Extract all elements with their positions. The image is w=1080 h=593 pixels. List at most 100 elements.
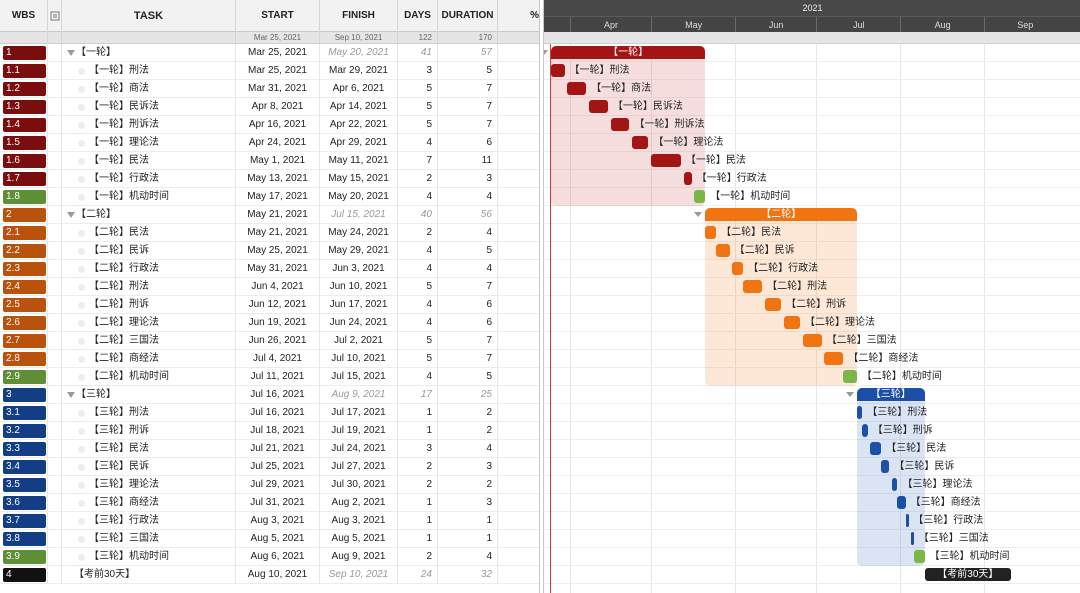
task-days[interactable]: 3 xyxy=(398,440,438,458)
task-duration[interactable]: 7 xyxy=(438,116,498,134)
phase-summary-bar[interactable]: 【二轮】 xyxy=(705,208,857,221)
note-cell[interactable] xyxy=(48,170,62,188)
task-row[interactable]: 3.6 【三轮】商经法 Jul 31, 2021 Aug 2, 2021 1 3 xyxy=(0,494,539,512)
task-cell[interactable]: 【一轮】行政法 xyxy=(62,170,236,188)
note-cell[interactable] xyxy=(48,566,62,584)
task-finish[interactable]: May 24, 2021 xyxy=(320,224,398,242)
task-start[interactable]: May 25, 2021 xyxy=(236,242,320,260)
task-row[interactable]: 1.3 【一轮】民诉法 Apr 8, 2021 Apr 14, 2021 5 7 xyxy=(0,98,539,116)
task-days[interactable]: 2 xyxy=(398,224,438,242)
task-start[interactable]: May 1, 2021 xyxy=(236,152,320,170)
task-bar[interactable] xyxy=(897,496,906,509)
task-finish[interactable]: Jun 3, 2021 xyxy=(320,260,398,278)
collapse-triangle-icon[interactable] xyxy=(544,50,548,55)
task-days[interactable]: 2 xyxy=(398,170,438,188)
task-bar[interactable] xyxy=(764,298,782,311)
task-start[interactable]: Aug 5, 2021 xyxy=(236,530,320,548)
task-row[interactable]: 1.6 【一轮】民法 May 1, 2021 May 11, 2021 7 11 xyxy=(0,152,539,170)
task-finish[interactable]: Aug 2, 2021 xyxy=(320,494,398,512)
task-start[interactable]: Jul 31, 2021 xyxy=(236,494,320,512)
task-percent[interactable] xyxy=(498,404,539,422)
task-finish[interactable]: Jul 15, 2021 xyxy=(320,206,398,224)
task-row[interactable]: 3.2 【三轮】刑诉 Jul 18, 2021 Jul 19, 2021 1 2 xyxy=(0,422,539,440)
task-cell[interactable]: 【一轮】民法 xyxy=(62,152,236,170)
task-finish[interactable]: Sep 10, 2021 xyxy=(320,566,398,584)
task-bar[interactable] xyxy=(705,226,717,239)
task-cell[interactable]: 【二轮】刑诉 xyxy=(62,296,236,314)
task-duration[interactable]: 4 xyxy=(438,224,498,242)
task-percent[interactable] xyxy=(498,224,539,242)
column-header-finish[interactable]: FINISH xyxy=(320,0,398,32)
task-cell[interactable]: 【二轮】机动时间 xyxy=(62,368,236,386)
task-days[interactable]: 40 xyxy=(398,206,438,224)
task-percent[interactable] xyxy=(498,458,539,476)
task-days[interactable]: 5 xyxy=(398,350,438,368)
task-bar[interactable] xyxy=(588,100,608,113)
task-row[interactable]: 2.6 【二轮】理论法 Jun 19, 2021 Jun 24, 2021 4 6 xyxy=(0,314,539,332)
task-finish[interactable]: Jul 27, 2021 xyxy=(320,458,398,476)
column-header-wbs[interactable]: WBS xyxy=(0,0,48,32)
task-bar[interactable] xyxy=(913,550,925,563)
task-start[interactable]: Mar 31, 2021 xyxy=(236,80,320,98)
note-cell[interactable] xyxy=(48,332,62,350)
task-duration[interactable]: 6 xyxy=(438,134,498,152)
task-percent[interactable] xyxy=(498,368,539,386)
task-days[interactable]: 4 xyxy=(398,314,438,332)
task-duration[interactable]: 7 xyxy=(438,278,498,296)
note-cell[interactable] xyxy=(48,134,62,152)
task-finish[interactable]: Mar 29, 2021 xyxy=(320,62,398,80)
task-percent[interactable] xyxy=(498,80,539,98)
task-percent[interactable] xyxy=(498,152,539,170)
task-start[interactable]: Apr 24, 2021 xyxy=(236,134,320,152)
column-header-percent[interactable]: % xyxy=(530,10,539,21)
task-percent[interactable] xyxy=(498,170,539,188)
task-days[interactable]: 1 xyxy=(398,512,438,530)
task-start[interactable]: Jun 26, 2021 xyxy=(236,332,320,350)
note-cell[interactable] xyxy=(48,530,62,548)
note-cell[interactable] xyxy=(48,152,62,170)
task-start[interactable]: Jul 4, 2021 xyxy=(236,350,320,368)
task-days[interactable]: 5 xyxy=(398,116,438,134)
task-duration[interactable]: 2 xyxy=(438,422,498,440)
note-cell[interactable] xyxy=(48,404,62,422)
task-days[interactable]: 4 xyxy=(398,260,438,278)
task-finish[interactable]: Aug 9, 2021 xyxy=(320,548,398,566)
column-header-task[interactable]: TASK xyxy=(62,0,236,32)
task-bar[interactable] xyxy=(843,370,857,383)
task-days[interactable]: 24 xyxy=(398,566,438,584)
task-duration[interactable]: 7 xyxy=(438,350,498,368)
task-cell[interactable]: 【一轮】商法 xyxy=(62,80,236,98)
task-duration[interactable]: 6 xyxy=(438,296,498,314)
task-start[interactable]: May 17, 2021 xyxy=(236,188,320,206)
task-row[interactable]: 1.7 【一轮】行政法 May 13, 2021 May 15, 2021 2 3 xyxy=(0,170,539,188)
task-finish[interactable]: Jun 17, 2021 xyxy=(320,296,398,314)
task-duration[interactable]: 7 xyxy=(438,332,498,350)
task-duration[interactable]: 2 xyxy=(438,476,498,494)
task-duration[interactable]: 57 xyxy=(438,44,498,62)
task-cell[interactable]: 【二轮】行政法 xyxy=(62,260,236,278)
task-duration[interactable]: 4 xyxy=(438,260,498,278)
task-row[interactable]: 1.1 【一轮】刑法 Mar 25, 2021 Mar 29, 2021 3 5 xyxy=(0,62,539,80)
task-duration[interactable]: 5 xyxy=(438,62,498,80)
task-days[interactable]: 4 xyxy=(398,242,438,260)
task-percent[interactable] xyxy=(498,530,539,548)
task-cell[interactable]: 【三轮】 xyxy=(62,386,236,404)
note-cell[interactable] xyxy=(48,206,62,224)
task-start[interactable]: Jul 21, 2021 xyxy=(236,440,320,458)
task-row[interactable]: 1.8 【一轮】机动时间 May 17, 2021 May 20, 2021 4 4 xyxy=(0,188,539,206)
task-start[interactable]: Apr 8, 2021 xyxy=(236,98,320,116)
task-duration[interactable]: 1 xyxy=(438,530,498,548)
task-start[interactable]: Aug 3, 2021 xyxy=(236,512,320,530)
note-cell[interactable] xyxy=(48,386,62,404)
task-days[interactable]: 1 xyxy=(398,422,438,440)
task-cell[interactable]: 【三轮】民法 xyxy=(62,440,236,458)
task-percent[interactable] xyxy=(498,332,539,350)
phase-row[interactable]: 2 【二轮】 May 21, 2021 Jul 15, 2021 40 56 xyxy=(0,206,539,224)
task-percent[interactable] xyxy=(498,44,539,62)
task-days[interactable]: 2 xyxy=(398,458,438,476)
task-percent[interactable] xyxy=(498,62,539,80)
task-days[interactable]: 1 xyxy=(398,404,438,422)
task-start[interactable]: May 31, 2021 xyxy=(236,260,320,278)
task-finish[interactable]: May 20, 2021 xyxy=(320,44,398,62)
task-cell[interactable]: 【二轮】民诉 xyxy=(62,242,236,260)
